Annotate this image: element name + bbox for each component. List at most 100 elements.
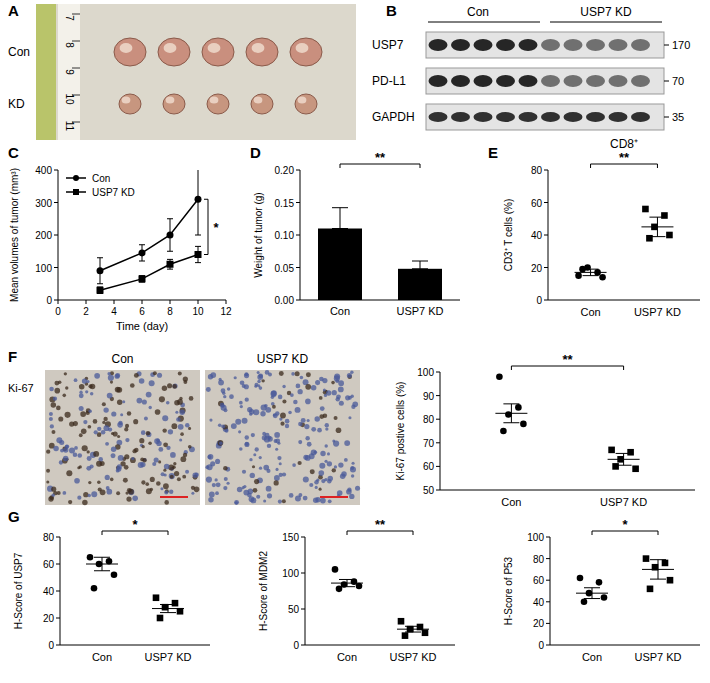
- cell: [94, 430, 98, 434]
- blot-band: [496, 75, 515, 87]
- y-tick: [56, 564, 60, 565]
- marker-circle: [575, 272, 582, 279]
- cell: [306, 372, 311, 377]
- cell: [318, 470, 324, 476]
- y-tick-label: 50: [288, 604, 300, 615]
- group-label: USP7 KD: [580, 5, 632, 19]
- cell: [185, 470, 189, 474]
- error-bar: [649, 217, 665, 237]
- cell: [54, 381, 59, 386]
- error-cap: [649, 217, 665, 218]
- marker-circle: [73, 175, 79, 181]
- y-tick-label: 60: [43, 559, 55, 570]
- cell: [280, 413, 286, 419]
- cell: [185, 423, 190, 428]
- cell: [58, 416, 63, 421]
- y-label: Weight of tumor (g): [253, 192, 264, 277]
- cell: [74, 378, 78, 382]
- cell: [146, 431, 151, 436]
- cell: [53, 446, 58, 451]
- cell: [127, 411, 132, 416]
- cell: [79, 433, 83, 437]
- cell: [56, 406, 61, 411]
- cell: [96, 461, 102, 467]
- cell: [83, 420, 87, 424]
- ruler-label: 10: [64, 93, 75, 105]
- y-tick: [54, 235, 58, 236]
- cell: [111, 453, 116, 458]
- legend-label: Con: [92, 173, 110, 184]
- cell: [134, 373, 139, 378]
- cell: [297, 389, 302, 394]
- cell: [87, 380, 90, 383]
- cell: [257, 371, 260, 374]
- y-tick: [436, 419, 440, 420]
- y-tick-label: 0: [293, 640, 299, 651]
- blot-band: [474, 39, 493, 51]
- blot-band: [586, 39, 605, 51]
- cell: [242, 470, 246, 474]
- cell: [127, 488, 132, 493]
- blot-strip: [426, 32, 664, 58]
- error-cap: [160, 604, 176, 605]
- blot-strip: [426, 68, 664, 94]
- y-label: H-Score of USP7: [13, 552, 24, 629]
- error-cap: [405, 632, 421, 633]
- cell: [350, 466, 356, 472]
- y-tick-label: 100: [417, 367, 434, 378]
- cell: [245, 435, 249, 439]
- cell: [253, 453, 256, 456]
- cell: [46, 469, 50, 473]
- marker-square: [172, 600, 179, 607]
- cell: [88, 494, 91, 497]
- cell: [88, 384, 92, 388]
- cell: [189, 396, 194, 401]
- cell: [223, 395, 226, 398]
- cell: [334, 465, 337, 468]
- row-label: Con: [8, 45, 30, 59]
- x-tick: [226, 300, 227, 304]
- x-axis: [548, 300, 700, 301]
- cell: [317, 428, 322, 433]
- cell: [215, 478, 218, 481]
- ihc-image: [45, 370, 200, 505]
- blot-band: [564, 39, 583, 51]
- sig-bracket-end: [623, 366, 624, 370]
- cell: [130, 457, 136, 463]
- marker-square: [195, 251, 202, 258]
- cell: [266, 469, 270, 473]
- error-cap: [195, 262, 201, 263]
- cell: [188, 427, 191, 430]
- cell: [206, 477, 212, 483]
- error-bar: [650, 560, 666, 579]
- error-bar: [616, 453, 632, 465]
- cell: [69, 448, 75, 454]
- cell: [141, 480, 145, 484]
- blot-row-label: PD-L1: [372, 74, 406, 88]
- cell: [51, 402, 56, 407]
- error-line: [420, 261, 421, 269]
- series-line: [100, 255, 198, 291]
- cell: [180, 432, 184, 436]
- cell: [146, 432, 151, 437]
- cell: [54, 388, 60, 394]
- cell: [250, 473, 255, 478]
- error-cap: [167, 269, 173, 270]
- cell: [349, 494, 354, 499]
- cell: [235, 419, 241, 425]
- y-tick-label: 60: [531, 198, 543, 209]
- cell: [175, 411, 178, 414]
- cell: [319, 414, 324, 419]
- cell: [313, 497, 318, 502]
- cell: [62, 394, 66, 398]
- panel-label: A: [8, 2, 19, 19]
- cell: [80, 411, 86, 417]
- cell: [192, 472, 197, 477]
- cell: [300, 376, 304, 380]
- cell: [65, 445, 69, 449]
- cell: [280, 422, 284, 426]
- error-cap: [584, 587, 600, 588]
- error-cap: [649, 236, 665, 237]
- cell: [140, 458, 144, 462]
- cell: [267, 493, 272, 498]
